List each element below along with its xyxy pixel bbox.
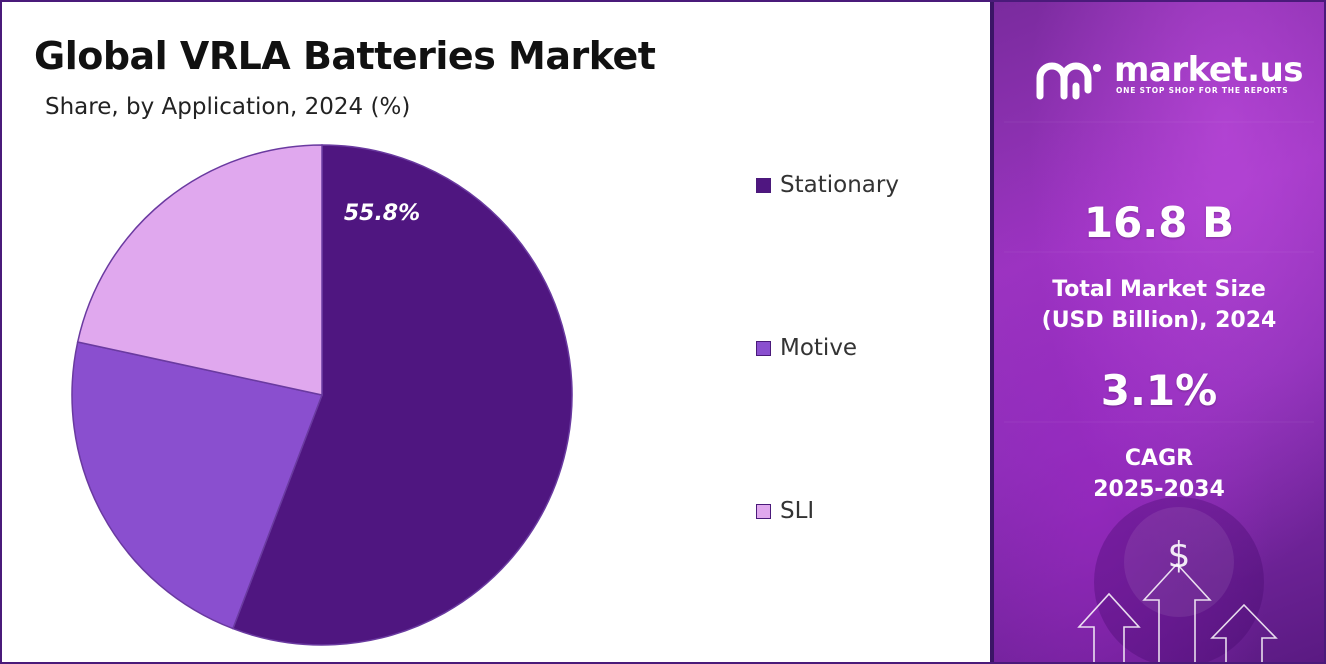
cagr-value: 3.1% [1100,366,1218,415]
up-arrow-icon [1142,562,1212,662]
data-label-stationary: 55.8% [344,201,420,226]
chart-title: Global VRLA Batteries Market [34,34,656,78]
legend-label: Motive [780,335,858,361]
market-size-value: 16.8 B [1083,198,1235,247]
pie-slice-motive [71,341,324,630]
up-arrow-icon [1077,592,1141,662]
market-us-logo-icon [1036,62,1101,100]
legend-swatch [756,177,771,193]
pie-chart: 55.8% [71,144,573,646]
market-size-label-line1: Total Market Size [1052,277,1266,302]
legend-swatch [756,340,771,356]
dollar-icon: $ [1168,535,1191,576]
legend-item-motive: Motive [756,335,857,361]
chart-panel: Global VRLA Batteries Market Share, by A… [2,2,990,662]
legend-swatch [756,503,771,519]
market-size-label-line2: (USD Billion), 2024 [1041,308,1277,333]
pie-slice-sli [76,144,323,396]
pie-slice-stationary [231,144,573,646]
legend-label: Stationary [780,172,899,198]
brand-name: market.us [1114,50,1304,90]
background-decor: $ [1004,121,1314,662]
cagr-period: 2025-2034 [1093,477,1225,502]
legend-label: SLI [780,498,815,524]
up-arrow-icon [1210,603,1278,662]
legend-item-stationary: Stationary [756,172,899,198]
cagr-label: CAGR [1124,446,1194,471]
summary-panel: $ market.us ONE STOP SHOP FOR THE REPORT… [994,2,1324,662]
panel-divider [990,2,994,662]
brand-logo[interactable]: market.us ONE STOP SHOP FOR THE REPORTS [1034,50,1304,102]
legend-item-sli: SLI [756,498,814,524]
chart-subtitle: Share, by Application, 2024 (%) [45,94,411,120]
brand-tagline: ONE STOP SHOP FOR THE REPORTS [1116,86,1289,95]
